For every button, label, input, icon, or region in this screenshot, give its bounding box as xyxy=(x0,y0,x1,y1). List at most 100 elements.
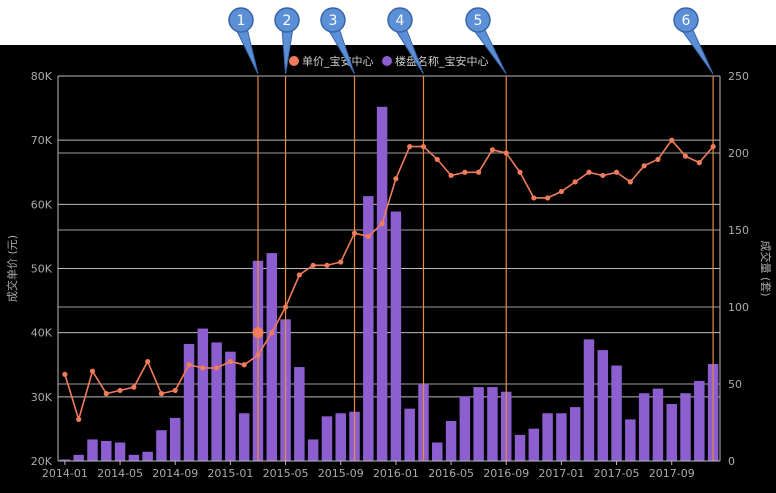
price-point xyxy=(586,169,592,175)
price-point xyxy=(227,358,233,365)
price-point xyxy=(669,137,675,143)
y-right-tick-label: 250 xyxy=(728,70,749,83)
price-point xyxy=(186,362,192,368)
price-point xyxy=(558,188,564,195)
price-point xyxy=(282,304,289,310)
price-point xyxy=(269,330,275,336)
x-tick-label: 2017-01 xyxy=(538,467,584,480)
callout-number: 2 xyxy=(283,13,292,29)
callout-number: 3 xyxy=(329,13,338,29)
callout-number: 6 xyxy=(682,13,691,29)
x-tick-label: 2014-09 xyxy=(152,467,198,480)
price-point xyxy=(131,384,137,390)
bar xyxy=(625,419,636,461)
price-point xyxy=(241,362,247,368)
y-right-tick-label: 150 xyxy=(728,224,749,237)
price-point xyxy=(76,416,82,422)
callout-number: 4 xyxy=(396,13,405,29)
callout-circle xyxy=(228,7,254,33)
bar xyxy=(183,343,195,461)
bar xyxy=(169,417,181,461)
bar xyxy=(363,196,374,461)
bar xyxy=(101,440,112,461)
price-point xyxy=(462,169,468,175)
price-point xyxy=(255,352,261,358)
price-point xyxy=(641,163,647,169)
y-axis-right-label: 成交量 (套) xyxy=(759,240,773,296)
bar xyxy=(680,393,691,461)
bar xyxy=(321,416,333,461)
price-point xyxy=(365,233,371,240)
x-tick-label: 2016-05 xyxy=(428,467,474,480)
bar xyxy=(335,413,346,461)
price-point xyxy=(434,156,440,163)
bar xyxy=(142,451,153,461)
bar xyxy=(569,407,581,461)
price-point xyxy=(103,391,109,397)
bar xyxy=(528,428,540,461)
axes: 成交单价 (元) 成交量 (套) 20K 30K 40K 50K 60K 70K 80K 0 5… xyxy=(5,70,773,480)
bar xyxy=(114,442,126,461)
callout-circle xyxy=(673,7,699,33)
price-point xyxy=(600,172,606,179)
bar xyxy=(459,396,471,461)
price-point xyxy=(145,358,151,365)
y-right-tick-label: 0 xyxy=(728,455,735,468)
x-tick-label: 2015-09 xyxy=(318,467,364,480)
bar xyxy=(156,430,167,461)
bar xyxy=(238,413,250,461)
bar xyxy=(197,328,209,461)
callout-circle xyxy=(387,7,413,33)
price-point xyxy=(545,195,551,201)
x-tick-label: 2016-09 xyxy=(483,467,529,480)
bar xyxy=(666,404,677,461)
bar xyxy=(514,434,526,461)
y-left-tick-label: 80K xyxy=(31,70,53,83)
x-tick-label: 2016-01 xyxy=(373,467,419,480)
bar xyxy=(556,413,567,461)
price-point xyxy=(324,262,330,268)
bar xyxy=(211,342,222,461)
bar xyxy=(542,413,553,461)
bar xyxy=(487,387,498,461)
y-left-tick-label: 30K xyxy=(31,391,53,404)
bar xyxy=(294,367,305,461)
x-tick-label: 2015-01 xyxy=(207,467,253,480)
price-point xyxy=(517,169,523,175)
legend-line-label: 单价_宝安中心 xyxy=(302,54,374,68)
legend-line-swatch xyxy=(289,56,299,66)
bar xyxy=(128,454,140,461)
bar xyxy=(376,106,388,462)
price-point xyxy=(531,195,537,201)
callout-number: 5 xyxy=(474,13,483,29)
y-right-tick-label: 50 xyxy=(728,378,742,391)
y-right-tick-label: 200 xyxy=(728,147,749,160)
marker-lines xyxy=(257,76,714,461)
x-tick-label: 2014-01 xyxy=(42,467,88,480)
price-point xyxy=(448,172,454,179)
y-left-tick-label: 50K xyxy=(31,263,53,276)
bar xyxy=(473,387,484,461)
y-right-tick-label: 100 xyxy=(728,301,749,314)
price-point xyxy=(310,262,316,268)
bar xyxy=(225,351,236,461)
x-tick-label: 2015-05 xyxy=(263,467,309,480)
bar xyxy=(611,365,622,461)
callouts: 1 2 3 4 5 6 xyxy=(228,7,714,75)
price-point xyxy=(338,259,344,265)
bar xyxy=(73,454,84,461)
x-tick-label: 2017-09 xyxy=(649,467,695,480)
bar xyxy=(266,253,278,461)
price-point xyxy=(393,176,399,182)
price-point xyxy=(572,179,578,185)
bar xyxy=(445,420,457,461)
price-point xyxy=(407,143,413,150)
x-tick-label: 2017-05 xyxy=(594,467,640,480)
price-point xyxy=(62,371,68,377)
price-point xyxy=(613,169,620,175)
bar xyxy=(390,211,402,461)
bar xyxy=(404,408,415,461)
price-point xyxy=(200,365,206,371)
